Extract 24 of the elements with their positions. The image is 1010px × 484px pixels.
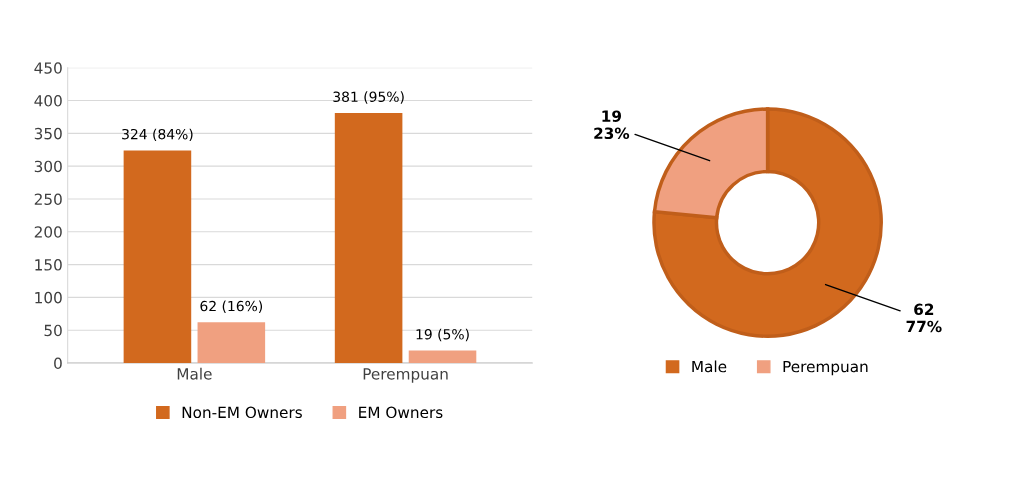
bar (123, 150, 192, 363)
legend-label: Male (692, 360, 727, 373)
donut-slice (652, 107, 883, 338)
y-tick-label: 400 (34, 95, 62, 107)
bar (334, 113, 403, 363)
data-label: 62 (16%) (200, 300, 263, 313)
legend-label: Non-EM Owners (182, 406, 302, 419)
y-tick-label: 350 (34, 127, 62, 140)
y-tick-label: 150 (35, 259, 62, 271)
y-tick-label: 450 (34, 62, 62, 74)
bar (197, 322, 266, 363)
data-label: 381 (95%) (333, 91, 404, 104)
data-label: 19 (5%) (416, 328, 469, 342)
y-tick-label: 250 (34, 193, 62, 205)
y-tick-label: 0 (54, 357, 62, 370)
legend-label: EM Owners (359, 406, 443, 419)
y-tick-label: 200 (34, 226, 62, 238)
data-label: 62 77% (906, 303, 942, 333)
data-label: 324 (84%) (122, 128, 193, 142)
y-tick-label: 100 (35, 291, 62, 304)
y-tick-label: 300 (34, 160, 62, 173)
y-tick-label: 50 (44, 324, 62, 337)
bar (408, 350, 477, 363)
data-label: 19 23% (594, 110, 630, 140)
